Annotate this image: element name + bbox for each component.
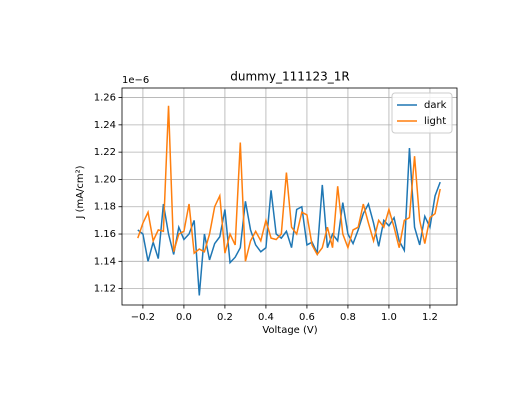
x-axis-label: Voltage (V): [262, 325, 317, 336]
y-tick-label: 1.20: [94, 174, 116, 185]
y-tick-label: 1.18: [94, 202, 116, 213]
y-tick-label: 1.16: [94, 229, 116, 240]
y-tick-label: 1.26: [94, 93, 116, 104]
chart-title: dummy_111123_1R: [230, 70, 349, 84]
x-tick-label: 0.6: [299, 312, 315, 323]
y-tick-label: 1.22: [94, 147, 116, 158]
data-line: [137, 105, 441, 262]
x-tick-label: 0.0: [176, 312, 192, 323]
data-line: [137, 148, 441, 296]
y-axis-label: J (mA/cm²): [75, 165, 86, 219]
x-tick-label: 1.2: [422, 312, 438, 323]
x-tick-label: 0.4: [258, 312, 274, 323]
y-tick-label: 1.24: [94, 120, 116, 131]
x-tick-label: 1.0: [381, 312, 397, 323]
y-offset-label: 1e−6: [122, 75, 149, 86]
plot-frame: [121, 87, 458, 306]
legend-box: [391, 92, 453, 134]
legend-label: light: [424, 116, 446, 127]
x-tick-label: −0.2: [131, 312, 155, 323]
x-tick-label: 0.2: [217, 312, 233, 323]
y-tick-label: 1.14: [94, 256, 116, 267]
y-tick-label: 1.12: [94, 284, 116, 295]
legend-label: dark: [424, 100, 447, 111]
x-tick-label: 0.8: [340, 312, 356, 323]
